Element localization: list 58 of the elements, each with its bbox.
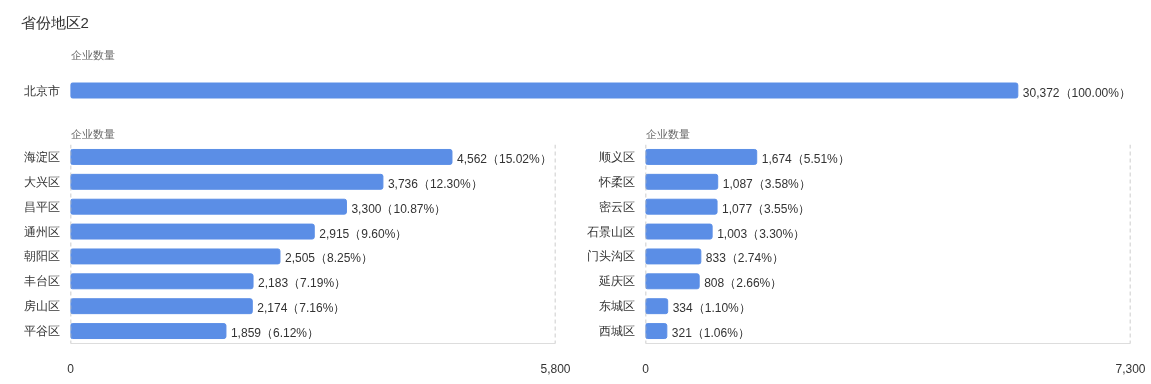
- data-label: 808（2.66%）: [704, 276, 783, 291]
- y-tick-label: 东城区: [598, 299, 635, 314]
- y-tick-label: 通州区: [23, 224, 60, 239]
- y-tick-label: 西城区: [598, 324, 635, 339]
- y-tick-label: 怀柔区: [597, 174, 635, 189]
- y-tick-label: 昌平区: [23, 199, 60, 214]
- y-tick-label: 延庆区: [597, 274, 635, 289]
- y-tick-label: 丰台区: [23, 274, 60, 289]
- data-label: 1,087（3.58%）: [722, 176, 811, 191]
- data-label: 3,300（10.87%）: [351, 201, 447, 216]
- bar: [645, 298, 669, 315]
- data-label: 3,736（12.30%）: [387, 176, 483, 191]
- y-tick-label: 石景山区: [586, 224, 635, 239]
- bar: [645, 148, 758, 165]
- y-tick-label: 朝阳区: [23, 249, 60, 264]
- data-label: 1,003（3.30%）: [717, 226, 806, 241]
- bar: [70, 198, 347, 215]
- data-label: 2,174（7.16%）: [257, 301, 346, 316]
- data-label: 334（1.10%）: [672, 301, 751, 316]
- y-axis-title: 企业数量: [645, 127, 690, 140]
- bar: [70, 273, 254, 290]
- data-label: 4,562（15.02%）: [456, 151, 552, 166]
- data-label: 1,859（6.12%）: [230, 326, 320, 341]
- bar: [645, 273, 700, 290]
- x-tick-label: 5,800: [540, 361, 571, 376]
- bar: [70, 148, 453, 165]
- y-tick-label: 海淀区: [23, 149, 60, 164]
- y-tick-label: 平谷区: [23, 324, 60, 339]
- bar: [645, 223, 713, 240]
- data-label: 2,915（9.60%）: [319, 226, 408, 241]
- y-axis-title: 企业数量: [70, 48, 115, 61]
- bar: [70, 323, 227, 340]
- data-label: 2,183（7.19%）: [258, 276, 347, 291]
- data-label: 1,674（5.51%）: [761, 151, 850, 166]
- data-label: 30,372（100.00%）: [1022, 85, 1131, 100]
- data-label: 1,077（3.55%）: [722, 201, 811, 216]
- bar: [645, 248, 702, 265]
- y-tick-label: 密云区: [598, 199, 635, 214]
- y-tick-label: 顺义区: [598, 149, 635, 164]
- x-tick-label: 0: [67, 361, 75, 376]
- y-tick-label: 门头沟区: [586, 249, 635, 264]
- y-tick-label: 大兴区: [23, 174, 60, 189]
- y-tick-label: 北京市: [23, 83, 60, 98]
- bar: [645, 323, 668, 340]
- chart-title: 省份地区2: [20, 13, 89, 31]
- data-label: 833（2.74%）: [705, 251, 784, 266]
- bar: [645, 198, 718, 215]
- bar: [70, 248, 281, 265]
- bar: [645, 173, 719, 190]
- y-axis-title: 企业数量: [70, 127, 115, 140]
- bar: [70, 298, 253, 315]
- bar: [70, 173, 384, 190]
- data-label: 2,505（8.25%）: [284, 251, 374, 266]
- bar: [70, 223, 315, 240]
- x-tick-label: 7,300: [1115, 361, 1146, 376]
- data-label: 321（1.06%）: [671, 326, 750, 341]
- x-tick-label: 0: [642, 361, 650, 376]
- y-tick-label: 房山区: [23, 299, 60, 314]
